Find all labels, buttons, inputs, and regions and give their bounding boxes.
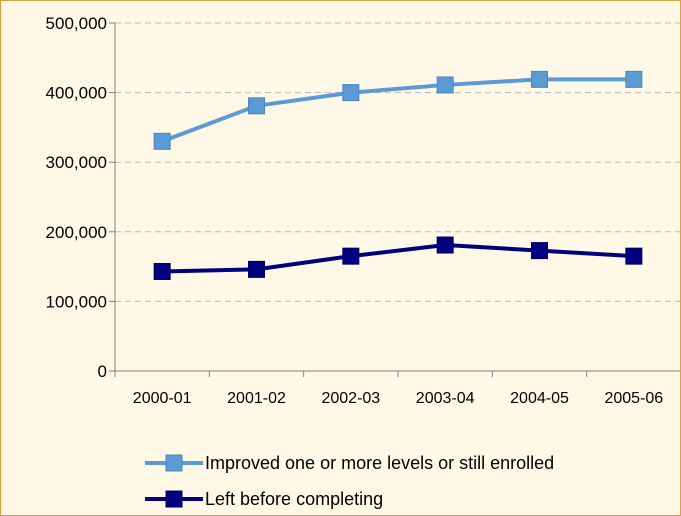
data-point xyxy=(625,70,643,88)
series-1 xyxy=(153,236,643,280)
legend-item-0: Improved one or more levels or still enr… xyxy=(145,453,554,473)
x-tick-label: 2005-06 xyxy=(604,390,663,407)
x-tick-label: 2000-01 xyxy=(133,390,192,407)
x-tick-label: 2001-02 xyxy=(227,390,286,407)
x-tick-label: 2004-05 xyxy=(510,390,569,407)
legend-label: Improved one or more levels or still enr… xyxy=(205,453,554,473)
legend: Improved one or more levels or still enr… xyxy=(145,453,554,509)
y-tick-label: 500,000 xyxy=(46,14,107,33)
y-tick-label: 0 xyxy=(98,362,107,381)
data-point xyxy=(342,247,360,265)
data-point xyxy=(436,76,454,94)
y-tick-label: 400,000 xyxy=(46,84,107,103)
data-point xyxy=(531,70,548,88)
series-0 xyxy=(153,70,643,150)
legend-marker xyxy=(165,454,183,472)
series-line xyxy=(162,243,634,274)
data-point xyxy=(342,84,360,102)
data-point xyxy=(153,262,171,280)
y-tick-label: 300,000 xyxy=(46,153,107,172)
series-line xyxy=(161,77,634,144)
legend-label: Left before completing xyxy=(205,489,383,509)
x-tick-label: 2003-04 xyxy=(416,390,475,407)
series-layer xyxy=(153,70,643,280)
legend-item-1: Left before completing xyxy=(145,489,383,509)
gridlines xyxy=(115,22,680,302)
data-point xyxy=(531,242,548,260)
y-tick-label: 100,000 xyxy=(46,292,107,311)
data-point xyxy=(625,247,643,265)
axes: 0 100,000 200,000 300,000 400,000 500,000 2000… xyxy=(46,14,680,407)
x-tick-label: 2002-03 xyxy=(321,390,380,407)
y-tick-label: 200,000 xyxy=(46,223,107,242)
data-point xyxy=(436,236,454,254)
legend-marker xyxy=(165,490,183,508)
data-point xyxy=(153,132,171,150)
data-point xyxy=(248,260,265,278)
data-point xyxy=(248,97,265,115)
